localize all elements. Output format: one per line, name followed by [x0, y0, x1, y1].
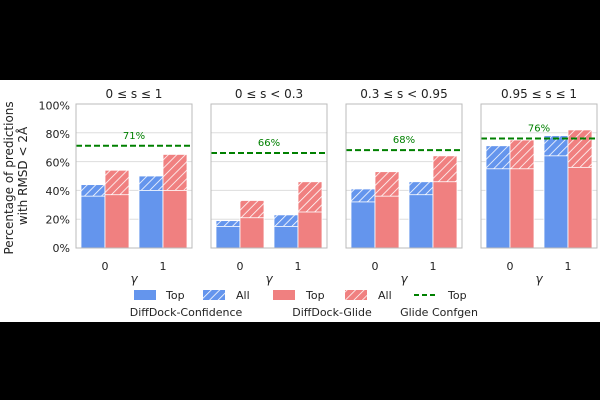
panel-frame: [480, 103, 598, 249]
y-axis-label: Percentage of predictions with RMSD < 2Å: [2, 98, 30, 255]
panel-title: 0.3 ≤ s < 0.95: [360, 87, 447, 101]
reference-label: 71%: [123, 131, 145, 142]
legend-label: Top: [447, 289, 467, 302]
bar-glide-top: [104, 194, 130, 249]
panel-title: 0 ≤ s ≤ 1: [106, 87, 163, 101]
legend-label: Top: [165, 289, 185, 302]
y-axis-label-line-1: Percentage of predictions: [2, 101, 16, 254]
x-tick-label: 0: [507, 260, 514, 273]
bar-confidence-top: [215, 225, 241, 249]
y-axis-label-line-2: with RMSD < 2Å: [15, 126, 30, 225]
reference-label: 66%: [258, 138, 280, 149]
bar-confidence-top: [485, 168, 511, 249]
legend-swatch-glide-all: [345, 290, 367, 300]
panel-title: 0 ≤ s < 0.3: [235, 87, 303, 101]
panel-frame: [210, 103, 328, 249]
y-tick-label: 40%: [46, 185, 70, 198]
x-axis-label: γ: [535, 272, 543, 286]
bar-glide-top: [239, 217, 265, 249]
x-tick-label: 1: [160, 260, 167, 273]
bar-confidence-top: [543, 155, 569, 249]
legend-group-glide-confgen: Glide Confgen: [400, 306, 478, 319]
panel: 0 1 68% 0.3 ≤ s < 0.95 γ: [345, 87, 463, 286]
bar-glide-top: [432, 181, 458, 249]
x-tick-label: 1: [565, 260, 572, 273]
bar-glide-top: [509, 168, 535, 249]
x-axis-label: γ: [130, 272, 138, 286]
x-tick-label: 0: [102, 260, 109, 273]
legend-label: All: [378, 289, 392, 302]
x-tick-label: 0: [237, 260, 244, 273]
y-tick-label: 100%: [39, 100, 70, 113]
bar-glide-top: [297, 211, 323, 249]
x-axis-label: γ: [400, 272, 408, 286]
reference-label: 68%: [393, 135, 415, 146]
bar-confidence-top: [273, 225, 299, 249]
panel: 0 1 71% 0 ≤ s ≤ 1 γ: [75, 87, 193, 286]
bar-confidence-top: [350, 201, 376, 249]
panel-title: 0.95 ≤ s ≤ 1: [501, 87, 577, 101]
bar-glide-top: [567, 166, 593, 249]
y-tick-labels: 0% 20% 40% 60% 80% 100%: [39, 100, 70, 256]
legend-group-diffdock-glide: DiffDock-Glide: [292, 306, 372, 319]
x-tick-label: 1: [430, 260, 437, 273]
x-axis-label: γ: [265, 272, 273, 286]
panel: 0 1 66% 0 ≤ s < 0.3 γ: [210, 87, 328, 286]
bar-glide-top: [374, 195, 400, 249]
y-tick-label: 20%: [46, 214, 70, 227]
panel-frame: [75, 103, 193, 249]
bar-confidence-top: [80, 195, 106, 249]
panel-frame: [345, 103, 463, 249]
legend-swatch-glide-top: [273, 290, 295, 300]
legend-swatch-confidence-all: [203, 290, 225, 300]
y-tick-label: 0%: [53, 242, 70, 255]
bar-glide-top: [162, 189, 188, 249]
legend-group-diffdock-confidence: DiffDock-Confidence: [130, 306, 243, 319]
legend-label: Top: [305, 289, 325, 302]
x-tick-label: 1: [295, 260, 302, 273]
legend: Top All Top All Top DiffDock-Confidence …: [130, 289, 478, 319]
panels: 0 1 71% 0 ≤ s ≤ 1 γ 0 1 66% 0 ≤ s < 0.3 γ 0 1 68% 0.3…: [75, 87, 598, 286]
legend-label: All: [236, 289, 250, 302]
y-tick-label: 80%: [46, 128, 70, 141]
reference-label: 76%: [528, 124, 550, 135]
legend-swatch-confidence-top: [134, 290, 156, 300]
y-tick-label: 60%: [46, 157, 70, 170]
panel: 0 1 76% 0.95 ≤ s ≤ 1 γ: [480, 87, 598, 286]
bar-confidence-top: [138, 189, 164, 249]
x-tick-label: 0: [372, 260, 379, 273]
bar-confidence-top: [408, 194, 434, 249]
